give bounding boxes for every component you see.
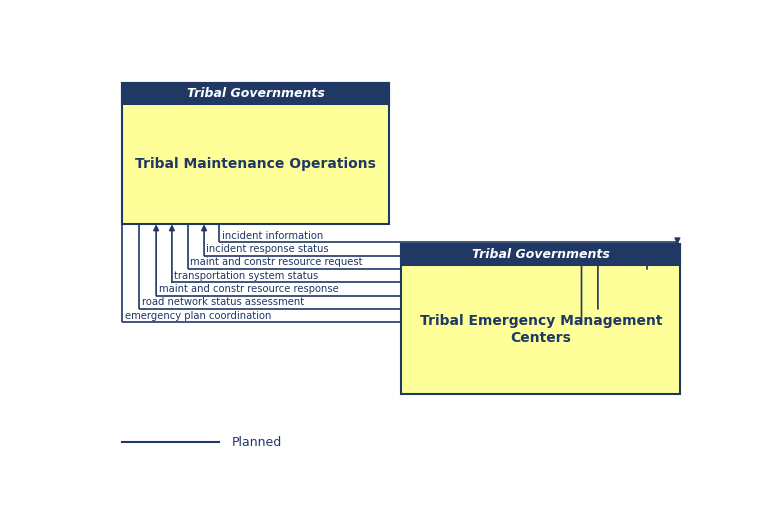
Text: incident response status: incident response status [207, 244, 329, 254]
Text: road network status assessment: road network status assessment [142, 298, 304, 308]
Text: emergency plan coordination: emergency plan coordination [124, 311, 271, 321]
Text: incident information: incident information [222, 231, 323, 241]
Bar [122, 83, 389, 224]
Text: Tribal Governments: Tribal Governments [186, 87, 325, 100]
Text: maint and constr resource request: maint and constr resource request [190, 257, 363, 267]
Text: Tribal Maintenance Operations: Tribal Maintenance Operations [135, 157, 376, 171]
Text: transportation system status: transportation system status [175, 271, 319, 281]
Text: Tribal Emergency Management
Centers: Tribal Emergency Management Centers [420, 314, 662, 345]
Bar [122, 83, 389, 104]
Bar [402, 244, 680, 394]
Text: maint and constr resource response: maint and constr resource response [158, 284, 338, 294]
Bar [402, 244, 680, 266]
Text: Planned: Planned [232, 435, 282, 449]
Text: Tribal Governments: Tribal Governments [472, 248, 610, 261]
